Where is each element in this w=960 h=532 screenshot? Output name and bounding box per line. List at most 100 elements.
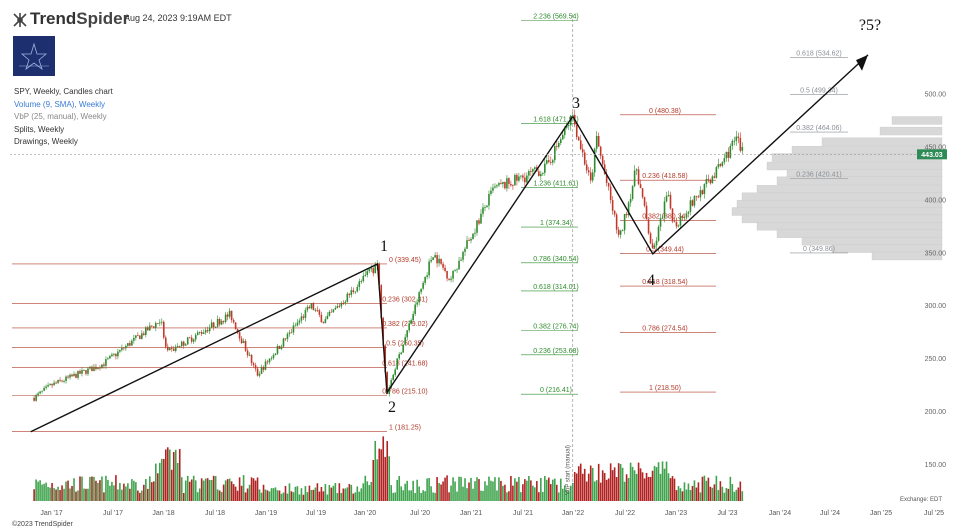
candle-body: [528, 171, 530, 176]
candle-body: [314, 309, 317, 311]
volume-bar: [346, 487, 349, 501]
candle-body: [137, 335, 139, 337]
candle-body: [530, 171, 532, 172]
volume-bar: [310, 489, 313, 501]
volume-bar: [262, 484, 265, 501]
candle-body: [591, 172, 594, 181]
candle-body: [544, 163, 546, 173]
candle-body: [504, 181, 506, 189]
volume-bar: [420, 492, 422, 501]
candle-body: [324, 319, 327, 324]
legend-volume[interactable]: Volume (9, SMA), Weekly: [14, 99, 105, 109]
candle-body: [613, 210, 616, 215]
volume-bar: [663, 468, 666, 501]
volume-bar: [276, 490, 279, 501]
candle-body: [575, 124, 578, 138]
volume-bar: [47, 486, 49, 501]
candle-body: [633, 170, 636, 187]
volume-bar: [733, 491, 736, 501]
candle-body: [512, 185, 514, 187]
volume-bar: [153, 481, 155, 501]
volume-bar: [400, 486, 402, 501]
candle-body: [593, 148, 596, 173]
candle-body: [370, 268, 373, 270]
y-tick-label: 200.00: [925, 409, 947, 416]
wave-label-4: 4: [647, 272, 655, 289]
candle-body: [677, 225, 680, 227]
fib-level-label: 1.236 (411.61): [533, 181, 578, 188]
legend-splits[interactable]: Splits, Weekly: [14, 124, 65, 134]
fib-level-label: 0.618 (241.68): [382, 360, 428, 367]
candle-body: [39, 391, 41, 394]
volume-bar: [206, 478, 209, 501]
volume-bar: [735, 489, 738, 501]
vbp-bar: [736, 199, 943, 209]
x-tick-label: Jul '22: [615, 510, 635, 517]
candle-body: [270, 358, 273, 359]
volume-bar: [41, 484, 43, 501]
volume-bar: [424, 491, 426, 501]
volume-bar: [151, 482, 153, 501]
volume-bar: [67, 480, 69, 501]
volume-bar: [218, 490, 221, 501]
candle-body: [83, 370, 85, 371]
volume-bar: [739, 481, 742, 501]
candle-body: [228, 310, 231, 317]
candle-body: [514, 174, 516, 186]
candle-body: [569, 115, 572, 126]
volume-bar: [609, 463, 612, 501]
candle-body: [414, 304, 416, 314]
candle-body: [310, 303, 313, 309]
volume-bar: [33, 489, 35, 501]
candle-body: [200, 332, 203, 334]
volume-bar: [93, 476, 95, 501]
candle-body: [675, 222, 678, 227]
candle-body: [262, 367, 265, 370]
x-tick-label: Jan '21: [460, 510, 482, 517]
candle-body: [372, 268, 375, 274]
legend-vbp[interactable]: VbP (25, manual), Weekly: [14, 112, 107, 122]
wave-path: [30, 54, 869, 433]
candle-body: [121, 347, 123, 351]
candle-body: [484, 207, 486, 208]
candle-body: [739, 137, 742, 151]
wave-arrowhead: [856, 54, 868, 71]
candle-body: [458, 260, 460, 270]
volume-bar: [546, 479, 548, 501]
candle-body: [178, 346, 181, 347]
volume-bar: [55, 489, 57, 501]
volume-bar: [49, 487, 51, 501]
candle-body: [111, 354, 113, 357]
volume-bar: [149, 476, 151, 501]
volume-bar: [214, 476, 217, 501]
candle-body: [153, 326, 155, 328]
candle-body: [109, 356, 111, 359]
candle-body: [490, 190, 492, 194]
volume-bar: [597, 463, 600, 501]
legend-drawings[interactable]: Drawings, Weekly: [14, 137, 78, 147]
candle-body: [33, 397, 35, 401]
candle-body: [85, 370, 87, 374]
volume-bar: [366, 481, 369, 501]
volume-bar: [398, 476, 400, 501]
volume-bar: [334, 483, 337, 501]
volume-bar: [665, 461, 668, 501]
volume-bar: [705, 480, 708, 501]
volume-bar: [258, 489, 261, 501]
candle-body: [432, 257, 434, 260]
volume-bar: [655, 467, 658, 501]
volume-bar: [617, 463, 620, 501]
volume-bar: [360, 488, 363, 501]
volume-bar: [731, 484, 734, 501]
volume-bar: [158, 462, 161, 501]
candle-body: [625, 213, 628, 216]
candle-body: [240, 338, 243, 344]
candle-body: [41, 390, 43, 392]
candle-body: [73, 373, 75, 377]
x-tick-label: Jan '22: [562, 510, 584, 517]
candle-body: [61, 380, 63, 382]
volume-bar: [635, 473, 638, 501]
candle-body: [412, 313, 414, 321]
legend-chart-title[interactable]: SPY, Weekly, Candles chart: [14, 87, 113, 96]
